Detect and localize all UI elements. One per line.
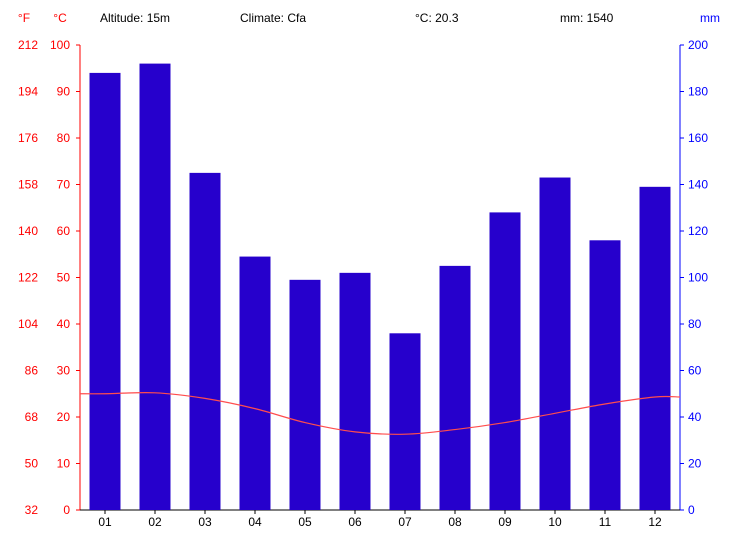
tick-label-fahrenheit: 104: [18, 317, 38, 331]
tick-label-month: 11: [599, 515, 612, 529]
tick-label-fahrenheit: 140: [18, 224, 38, 238]
tick-label-mm: 180: [688, 85, 708, 99]
tick-label-fahrenheit: 122: [18, 271, 38, 285]
tick-label-fahrenheit: 194: [18, 85, 38, 99]
precip-bar: [490, 212, 521, 510]
tick-label-fahrenheit: 176: [18, 131, 38, 145]
tick-label-mm: 160: [688, 131, 708, 145]
tick-label-celsius: 80: [57, 131, 71, 145]
tick-label-month: 01: [98, 515, 112, 529]
tick-label-month: 04: [248, 515, 262, 529]
tick-label-mm: 60: [688, 364, 702, 378]
header-precip: mm: 1540: [560, 11, 614, 25]
precip-bar: [240, 257, 271, 510]
precip-bar: [340, 273, 371, 510]
tick-label-month: 02: [148, 515, 162, 529]
tick-label-celsius: 50: [57, 271, 71, 285]
tick-label-fahrenheit: 212: [18, 38, 38, 52]
tick-label-month: 06: [348, 515, 362, 529]
tick-label-celsius: 10: [57, 457, 71, 471]
precip-bar: [440, 266, 471, 510]
tick-label-celsius: 0: [63, 503, 70, 517]
tick-label-mm: 120: [688, 224, 708, 238]
tick-label-month: 05: [298, 515, 312, 529]
precip-bar: [390, 333, 421, 510]
tick-label-celsius: 60: [57, 224, 71, 238]
tick-label-celsius: 90: [57, 85, 71, 99]
tick-label-month: 10: [548, 515, 562, 529]
tick-label-mm: 0: [688, 503, 695, 517]
tick-label-fahrenheit: 158: [18, 178, 38, 192]
header-climate: Climate: Cfa: [240, 11, 306, 25]
axis-title-mm: mm: [700, 11, 720, 25]
tick-label-mm: 40: [688, 410, 702, 424]
tick-label-month: 07: [398, 515, 412, 529]
tick-label-mm: 100: [688, 271, 708, 285]
tick-label-celsius: 30: [57, 364, 71, 378]
axis-title-fahrenheit: °F: [18, 11, 30, 25]
chart-svg: Altitude: 15m Climate: Cfa °C: 20.3 mm: 154…: [0, 0, 733, 543]
tick-label-month: 08: [448, 515, 462, 529]
tick-label-celsius: 20: [57, 410, 71, 424]
tick-label-mm: 80: [688, 317, 702, 331]
tick-label-month: 09: [498, 515, 512, 529]
tick-label-celsius: 70: [57, 178, 71, 192]
tick-label-month: 12: [648, 515, 662, 529]
climate-chart: Altitude: 15m Climate: Cfa °C: 20.3 mm: 154…: [0, 0, 733, 543]
axis-title-celsius: °C: [53, 11, 67, 25]
tick-label-celsius: 40: [57, 317, 71, 331]
precip-bar: [140, 64, 171, 510]
precip-bar: [590, 240, 621, 510]
precip-bar: [190, 173, 221, 510]
precip-bar: [90, 73, 121, 510]
tick-label-fahrenheit: 68: [25, 410, 39, 424]
tick-label-fahrenheit: 32: [25, 503, 39, 517]
precip-bar: [640, 187, 671, 510]
tick-label-fahrenheit: 86: [25, 364, 39, 378]
tick-label-mm: 20: [688, 457, 702, 471]
precip-bar: [540, 178, 571, 510]
tick-label-mm: 200: [688, 38, 708, 52]
tick-label-celsius: 100: [50, 38, 70, 52]
tick-label-fahrenheit: 50: [25, 457, 39, 471]
precip-bar: [290, 280, 321, 510]
tick-label-month: 03: [198, 515, 212, 529]
header-mean-temp: °C: 20.3: [415, 11, 459, 25]
tick-label-mm: 140: [688, 178, 708, 192]
header-altitude: Altitude: 15m: [100, 11, 170, 25]
